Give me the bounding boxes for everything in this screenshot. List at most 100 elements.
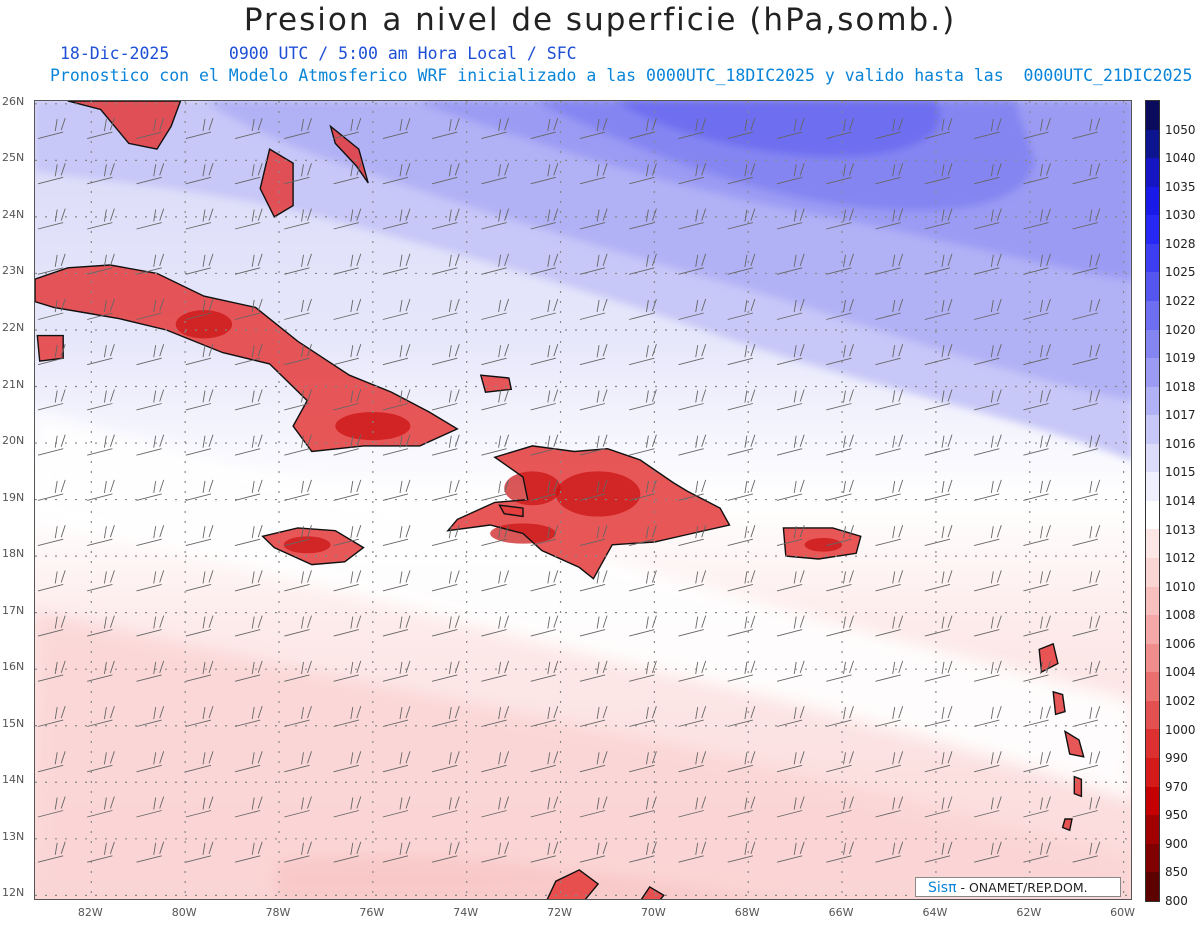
forecast-info: Pronostico con el Modelo Atmosferico WRF… — [50, 66, 1193, 85]
wind-barb — [87, 434, 115, 456]
wind-barb — [530, 389, 559, 411]
wind-barb — [185, 705, 214, 727]
colorbar-segment — [1146, 586, 1159, 616]
colorbar-segment — [1146, 158, 1159, 187]
wind-barb — [727, 163, 756, 185]
wind-barb — [333, 705, 362, 727]
wind-barb — [826, 615, 854, 637]
wind-barb — [629, 389, 657, 411]
guadeloupe-coastline — [1038, 642, 1059, 674]
wind-barb — [481, 298, 510, 320]
wind-barb — [185, 298, 214, 320]
wind-barb — [875, 208, 904, 230]
wind-barb — [382, 841, 411, 863]
wind-barb — [481, 841, 510, 863]
wind-barb — [333, 570, 362, 592]
wind-barb — [37, 525, 66, 547]
wind-barb — [333, 434, 362, 456]
wind-barb — [234, 570, 263, 592]
wind-barb — [530, 796, 559, 818]
wind-barb — [37, 615, 66, 637]
colorbar-level-label: 950 — [1165, 808, 1188, 823]
wind-barb — [185, 615, 214, 637]
colorbar-level-label: 1000 — [1165, 722, 1196, 737]
wind-barb — [826, 389, 854, 411]
wind-barb — [924, 434, 953, 456]
wind-barb — [1023, 525, 1051, 547]
wind-barb — [87, 208, 115, 230]
wind-barb — [629, 705, 657, 727]
wind-barb — [973, 751, 1002, 773]
wind-barb — [776, 615, 805, 637]
colorbar-segment — [1146, 757, 1159, 787]
colorbar-segment — [1146, 815, 1159, 844]
colorbar-segment — [1146, 643, 1159, 673]
dominica-coastline — [1052, 690, 1066, 716]
colorbar-segment — [1146, 472, 1159, 501]
wind-barb — [530, 570, 559, 592]
wind-barb — [284, 208, 312, 230]
gonave-coastline — [498, 504, 524, 518]
wind-barb — [875, 253, 904, 275]
cuba-coastline — [35, 264, 459, 453]
wind-barb — [678, 163, 707, 185]
colorbar-level-label: 1028 — [1165, 236, 1196, 251]
wind-barb — [37, 344, 66, 366]
paraguana-pressure-fill — [641, 886, 664, 899]
wind-barb — [530, 660, 559, 682]
latitude-label: 20N — [2, 434, 25, 448]
colorbar-level-label: 1030 — [1165, 208, 1196, 223]
colorbar-level-label: 1040 — [1165, 151, 1196, 166]
wind-barb — [382, 615, 411, 637]
paraguana-coastline — [640, 885, 665, 899]
wind-barb — [1072, 434, 1101, 456]
longitude-label: 82W — [77, 906, 103, 919]
wind-barb — [284, 841, 312, 863]
wind-barb — [481, 660, 510, 682]
wind-barb — [678, 570, 707, 592]
wind-barb — [678, 344, 707, 366]
wind-barb — [973, 660, 1002, 682]
wind-barb — [1072, 705, 1101, 727]
valid-time: 0900 UTC / 5:00 am Hora Local / SFC — [228, 44, 577, 63]
wind-barb — [185, 344, 214, 366]
wind-barb — [185, 479, 214, 501]
colorbar-level-label: 1012 — [1165, 551, 1196, 566]
wind-barb — [87, 344, 115, 366]
wind-barb — [284, 434, 312, 456]
wind-barb — [678, 841, 707, 863]
venezuela-coast-coastline — [546, 869, 600, 899]
wind-barb — [333, 253, 362, 275]
wind-barb — [284, 525, 312, 547]
wind-barb — [924, 208, 953, 230]
wind-barb — [727, 751, 756, 773]
wind-barb — [136, 841, 165, 863]
wind-barb — [530, 344, 559, 366]
longitude-label: 68W — [734, 906, 760, 919]
wind-barb — [284, 117, 312, 140]
wind-barb — [1072, 389, 1101, 411]
wind-barb — [37, 796, 66, 818]
colorbar-level-label: 1035 — [1165, 179, 1196, 194]
wind-barb — [727, 298, 756, 320]
wind-barb — [87, 796, 115, 818]
latitude-label: 23N — [2, 264, 25, 278]
florida-pressure-fill — [67, 101, 181, 150]
wind-barb — [333, 796, 362, 818]
wind-barb — [481, 705, 510, 727]
wind-barb — [1023, 479, 1051, 501]
sispi-logo: Sisπ — [928, 880, 957, 896]
wind-barb — [678, 751, 707, 773]
wind-barb — [924, 615, 953, 637]
wind-barb — [136, 344, 165, 366]
pressure-band-1012 — [35, 611, 1131, 899]
wind-barb — [727, 253, 756, 275]
wind-barb — [727, 525, 756, 547]
land-low-core — [555, 471, 641, 517]
pressure-map — [35, 101, 1131, 899]
wind-barb — [234, 751, 263, 773]
wind-barb — [234, 479, 263, 501]
st-vincent-coastline — [1061, 818, 1073, 832]
colorbar-level-label: 1006 — [1165, 636, 1196, 651]
wind-barb — [284, 253, 312, 275]
